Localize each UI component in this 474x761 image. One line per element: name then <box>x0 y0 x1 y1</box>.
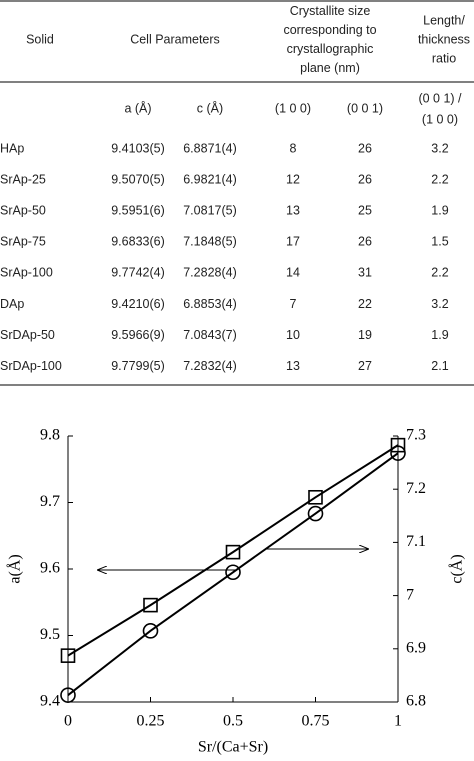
marker-circle <box>225 564 241 581</box>
table-cell: 10 <box>286 328 300 342</box>
x-axis-title: Sr/(Ca+Sr) <box>198 739 268 756</box>
marker-square <box>308 489 323 505</box>
x-tick-label: 1 <box>394 713 402 730</box>
table-cell: 26 <box>358 235 372 249</box>
x-tick-label: 0.5 <box>223 713 243 730</box>
table-cell: 7.2832(4) <box>183 359 237 373</box>
x-tick-label: 0.25 <box>137 713 165 730</box>
table-cell: 7 <box>290 297 297 311</box>
series-line <box>67 452 399 696</box>
header-cell: ratio <box>432 51 456 65</box>
table-cell: 1.9 <box>431 203 448 217</box>
table-cell: SrAp-25 <box>0 172 46 186</box>
table-cell: 27 <box>358 359 372 373</box>
chart: Sr/(Ca+Sr) a(Å) c(Å) 0 0.25 0.5 0.75 1 9.4 9.5… <box>6 427 466 756</box>
table-cell: 6.9821(4) <box>183 172 237 186</box>
header-cell: crystallographic <box>287 42 374 56</box>
marker-circle <box>142 623 159 639</box>
y-tick-label: 9.5 <box>40 626 60 643</box>
table-cell: 7.0843(7) <box>183 328 237 342</box>
table-cell: 9.4103(5) <box>111 141 165 155</box>
table-cell: 9.4210(6) <box>111 297 165 311</box>
y2-tick-label: 7.2 <box>406 480 426 497</box>
subheader-cell: c (Å) <box>197 100 223 115</box>
marker-circle <box>60 687 76 703</box>
series-line <box>67 444 399 657</box>
header-cell: Length/ <box>423 13 465 27</box>
table-cell: 7.0817(5) <box>183 203 237 217</box>
table-cell: SrDAp-100 <box>0 359 62 373</box>
table-cell: 13 <box>286 203 300 217</box>
header-cell: plane (nm) <box>300 61 360 75</box>
y-tick-label: 9.7 <box>40 493 60 510</box>
table-cell: 2.1 <box>431 359 448 373</box>
y-axis-title: a(Å) <box>6 554 24 583</box>
y2-axis-title: c(Å) <box>448 554 466 583</box>
table-cell: 26 <box>358 141 372 155</box>
subheader-cell: a (Å) <box>124 100 151 115</box>
header-cell: Crystallite size <box>290 4 371 18</box>
header-cell: Cell Parameters <box>130 32 220 46</box>
subheader-cell: (1 0 0) <box>275 101 311 115</box>
table-cell: HAp <box>0 141 24 155</box>
table-cell: 9.5966(9) <box>111 328 165 342</box>
y2-tick-label: 7 <box>406 586 414 603</box>
table-cell: 12 <box>286 172 300 186</box>
y2-tick-label: 7.1 <box>406 533 426 550</box>
header-cell: corresponding to <box>283 23 376 37</box>
marker-square <box>390 437 406 453</box>
table-cell: 1.9 <box>431 328 448 342</box>
y-tick-label: 9.8 <box>40 427 60 444</box>
marker-circle <box>307 505 324 522</box>
table-cell: 9.5951(6) <box>111 203 165 217</box>
subheader-cell: (0 0 1) <box>347 101 383 115</box>
marker-square <box>60 648 76 663</box>
x-tick-label: 0.75 <box>302 713 330 730</box>
table-cell: 31 <box>358 266 372 280</box>
table-cell: 9.7799(5) <box>111 359 165 373</box>
y2-tick-label: 6.8 <box>406 693 426 710</box>
table-cell: 25 <box>358 203 372 217</box>
table-cell: 1.5 <box>431 235 448 249</box>
table-cell: 6.8853(4) <box>183 297 237 311</box>
marker-square <box>143 597 158 613</box>
table-cell: SrAp-75 <box>0 235 46 249</box>
table-cell: SrDAp-50 <box>0 328 55 342</box>
y2-tick-label: 6.9 <box>406 639 426 656</box>
table-cell: 22 <box>358 297 372 311</box>
table-cell: 14 <box>286 266 300 280</box>
table-cell: 19 <box>358 328 372 342</box>
table-cell: 3.2 <box>431 297 448 311</box>
table-cell: 13 <box>286 359 300 373</box>
table-cell: 9.7742(4) <box>111 266 165 280</box>
table-cell: SrAp-100 <box>0 266 53 280</box>
table-cell: 17 <box>286 235 300 249</box>
table-cell: 8 <box>290 141 297 155</box>
table-cell: 2.2 <box>431 266 448 280</box>
table-cell: 6.8871(4) <box>183 141 237 155</box>
marker-square <box>225 544 241 560</box>
table-cell: 7.1848(5) <box>183 235 237 249</box>
table-cell: 9.5070(5) <box>111 172 165 186</box>
y2-tick-label: 7.3 <box>406 427 426 444</box>
header-cell: thickness <box>418 32 470 46</box>
subheader-cell: (0 0 1) / <box>418 91 462 105</box>
subheader-cell: (1 0 0) <box>422 112 458 126</box>
table-cell: 26 <box>358 172 372 186</box>
table-cell: 2.2 <box>431 172 448 186</box>
table-cell: 3.2 <box>431 141 448 155</box>
x-tick-label: 0 <box>64 713 72 730</box>
y-tick-label: 9.6 <box>40 560 60 577</box>
table-cell: 9.6833(6) <box>111 235 165 249</box>
table-cell: 7.2828(4) <box>183 266 237 280</box>
table-cell: DAp <box>0 297 24 311</box>
table-cell: SrAp-50 <box>0 203 46 217</box>
y-tick-label: 9.4 <box>40 693 60 710</box>
header-cell: Solid <box>26 32 54 46</box>
